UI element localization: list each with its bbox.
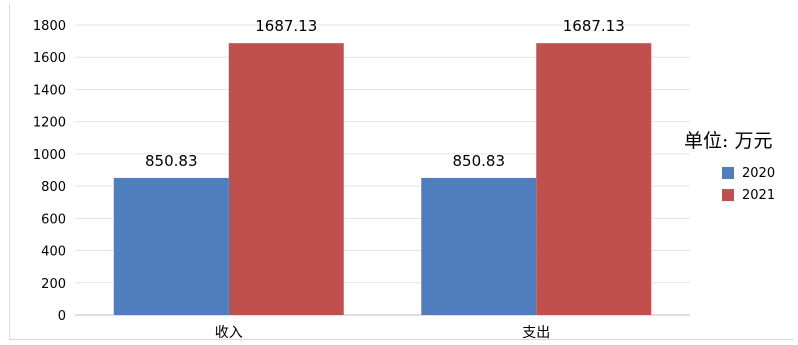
legend-item: 2020 xyxy=(722,162,775,184)
bar-2020-0 xyxy=(113,177,229,315)
y-tick-label: 1800 xyxy=(33,19,66,34)
legend-swatch xyxy=(722,167,734,179)
x-tick-label: 支出 xyxy=(522,325,550,341)
data-label: 850.83 xyxy=(453,152,506,170)
data-label: 1687.13 xyxy=(563,17,625,35)
chart-frame xyxy=(9,4,794,340)
bar-2021-0 xyxy=(228,43,344,316)
data-label: 850.83 xyxy=(145,152,198,170)
legend: 2020 2021 xyxy=(722,162,775,206)
data-label: 1687.13 xyxy=(255,17,317,35)
y-tick-label: 1200 xyxy=(33,116,66,131)
bar-2020-1 xyxy=(421,177,537,315)
y-tick-label: 1000 xyxy=(33,148,66,163)
x-tick-label: 收入 xyxy=(215,325,243,341)
y-tick-label: 600 xyxy=(41,212,66,227)
legend-label: 2020 xyxy=(742,165,776,181)
legend-label: 2021 xyxy=(742,187,776,203)
unit-label: 单位: 万元 xyxy=(684,130,773,152)
y-tick-label: 400 xyxy=(41,245,66,260)
legend-swatch xyxy=(722,189,734,201)
bar-2021-1 xyxy=(536,43,652,316)
y-tick-label: 200 xyxy=(41,277,66,292)
y-tick-label: 0 xyxy=(58,309,66,324)
y-tick-label: 1600 xyxy=(33,51,66,66)
y-tick-label: 1400 xyxy=(33,83,66,98)
legend-item: 2021 xyxy=(722,184,775,206)
y-tick-label: 800 xyxy=(41,180,66,195)
